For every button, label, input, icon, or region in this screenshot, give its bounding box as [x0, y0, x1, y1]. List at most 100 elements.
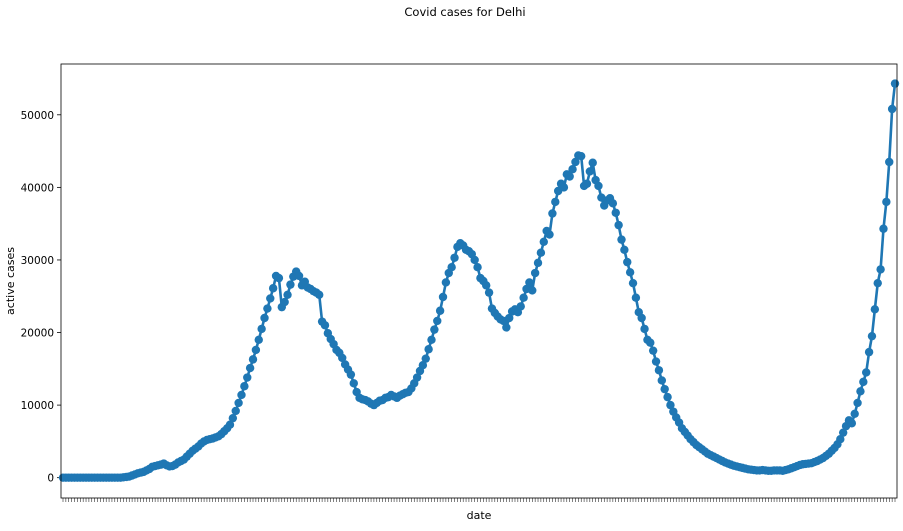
data-point [882, 197, 891, 207]
data-point [228, 413, 238, 423]
data-point [274, 273, 284, 283]
data-point [240, 382, 249, 391]
data-point [294, 271, 304, 281]
data-point [424, 345, 433, 354]
data-point [568, 165, 577, 174]
data-point [234, 398, 243, 408]
data-point [856, 387, 865, 396]
data-point [263, 304, 272, 313]
y-tick-label: 0 [47, 473, 54, 485]
data-point [859, 377, 868, 387]
data-point [427, 335, 436, 344]
data-point [850, 409, 859, 419]
data-point [885, 157, 894, 167]
data-point [430, 325, 439, 334]
data-point [320, 321, 330, 330]
data-point [646, 338, 655, 347]
data-point [890, 79, 900, 88]
data-point [654, 366, 664, 375]
data-point [528, 286, 537, 295]
data-point [447, 263, 456, 272]
data-point [588, 158, 597, 167]
x-axis-ticks [62, 498, 896, 502]
data-point [847, 419, 857, 428]
y-tick-label: 10000 [21, 400, 54, 412]
data-point [611, 208, 620, 217]
data-point [614, 220, 623, 230]
data-point [548, 209, 557, 218]
y-axis-label: active cases [4, 247, 17, 315]
data-point [651, 357, 661, 366]
x-axis-label: date [467, 509, 492, 522]
data-point [412, 373, 422, 382]
data-point [657, 376, 667, 385]
data-point [545, 230, 554, 239]
data-point [628, 278, 638, 288]
data-point [577, 151, 586, 161]
data-point [876, 265, 885, 274]
data-point [257, 324, 266, 334]
data-point [237, 390, 246, 400]
data-point [559, 183, 569, 192]
data-point [853, 398, 862, 408]
data-point [620, 245, 629, 254]
data-point [838, 428, 848, 437]
y-tick-label: 50000 [21, 110, 54, 122]
data-point [867, 331, 877, 341]
data-point [663, 392, 672, 402]
data-point [231, 406, 240, 416]
data-point [836, 435, 845, 444]
data-point [286, 280, 295, 289]
data-point [873, 278, 882, 288]
data-point [539, 237, 548, 247]
data-point [482, 281, 491, 290]
data-point [617, 235, 626, 244]
data-point [418, 360, 428, 370]
data-point [631, 293, 641, 302]
data-point [530, 268, 540, 278]
data-point [862, 368, 871, 377]
data-point [441, 278, 451, 287]
data-point [315, 290, 324, 299]
data-point [870, 305, 880, 314]
y-tick-label: 20000 [21, 328, 54, 340]
data-point [648, 346, 658, 355]
series-layer [58, 79, 900, 482]
data-point [470, 255, 479, 265]
data-point [608, 199, 618, 208]
data-point [505, 313, 514, 323]
data-point [260, 313, 269, 323]
y-tick-label: 30000 [21, 255, 54, 267]
data-point [594, 181, 603, 191]
data-point [666, 400, 675, 410]
data-point [625, 268, 635, 277]
data-point [473, 263, 482, 272]
data-point [519, 293, 528, 302]
data-point [502, 323, 511, 332]
data-point [525, 278, 534, 287]
data-point [571, 157, 580, 167]
data-point [433, 316, 442, 326]
data-point [879, 224, 888, 233]
data-point [245, 363, 255, 373]
data-point [248, 355, 258, 364]
data-point [582, 179, 592, 188]
data-point [551, 197, 560, 207]
data-point [225, 420, 235, 429]
data-point [623, 257, 632, 267]
data-point [660, 384, 669, 394]
data-point [268, 284, 278, 293]
plot-frame [60, 63, 898, 499]
data-point [254, 335, 263, 344]
data-point [516, 302, 525, 311]
data-point [565, 172, 574, 181]
data-point [338, 353, 347, 363]
data-point [887, 104, 897, 114]
data-point [266, 294, 275, 303]
data-point [864, 347, 874, 357]
data-point [435, 306, 445, 315]
chart-title: Covid cases for Delhi [404, 5, 525, 19]
data-point [450, 253, 459, 262]
data-point [243, 373, 252, 382]
